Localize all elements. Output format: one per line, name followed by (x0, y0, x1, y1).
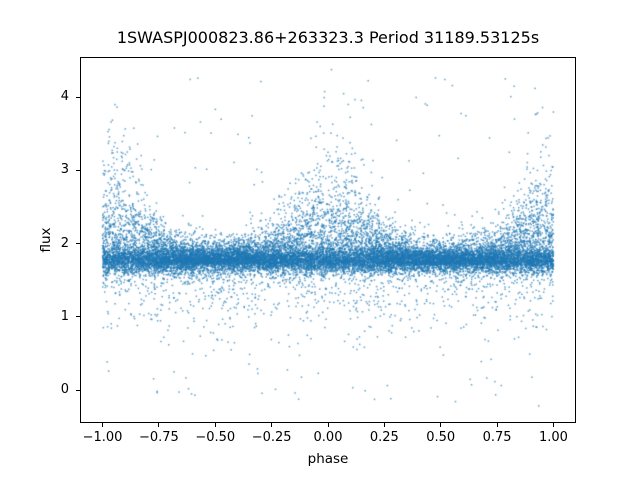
x-tick-label: 0.25 (369, 430, 399, 445)
x-tick-mark (552, 423, 554, 427)
y-tick-label: 0 (60, 382, 69, 398)
y-tick-mark (76, 389, 80, 391)
y-tick-mark (76, 316, 80, 318)
x-tick-label: 0.50 (426, 430, 456, 445)
x-tick-label: 0.00 (313, 430, 343, 445)
x-tick-mark (158, 423, 160, 427)
y-tick-mark (76, 243, 80, 245)
scatter-points-canvas (80, 57, 576, 423)
x-tick-label: 1.00 (538, 430, 568, 445)
y-axis-label: flux (38, 227, 54, 253)
x-tick-label: −0.50 (195, 430, 236, 445)
y-tick-label: 3 (60, 162, 69, 178)
y-tick-mark (76, 96, 80, 98)
x-tick-label: 0.75 (482, 430, 512, 445)
y-tick-label: 2 (60, 235, 69, 251)
chart-title: 1SWASPJ000823.86+263323.3 Period 31189.5… (116, 28, 540, 47)
y-tick-label: 1 (60, 308, 69, 324)
x-tick-mark (496, 423, 498, 427)
x-tick-label: −0.75 (138, 430, 179, 445)
x-tick-mark (214, 423, 216, 427)
x-tick-label: −0.25 (251, 430, 292, 445)
x-tick-mark (383, 423, 385, 427)
x-tick-mark (327, 423, 329, 427)
x-axis-label: phase (307, 451, 349, 467)
x-tick-mark (440, 423, 442, 427)
x-tick-mark (102, 423, 104, 427)
x-tick-mark (271, 423, 273, 427)
y-tick-label: 4 (60, 89, 69, 105)
x-tick-label: −1.00 (82, 430, 123, 445)
y-tick-mark (76, 169, 80, 171)
